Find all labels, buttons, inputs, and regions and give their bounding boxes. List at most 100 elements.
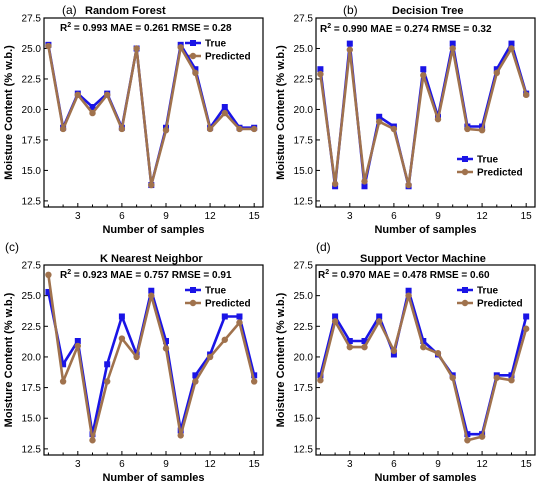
data-point	[346, 338, 353, 344]
x-tick-label: 6	[391, 459, 397, 470]
data-point	[236, 319, 243, 326]
y-tick-label: 27.5	[294, 261, 314, 272]
chart-panel-2: 12.5 15.0 17.5 20.0 22.5 25.0 27.5 3 6 9 12 15 Numbe…	[275, 3, 536, 236]
x-tick-label: 3	[75, 459, 81, 470]
data-point	[45, 271, 52, 279]
panel-title: Random Forest	[85, 5, 166, 17]
data-point	[508, 377, 515, 384]
y-tick-label: 25.0	[294, 44, 314, 55]
panel-title: Support Vector Machine	[360, 253, 486, 265]
series-line	[319, 294, 528, 442]
data-point	[221, 313, 228, 320]
data-point	[177, 432, 184, 439]
data-point	[45, 288, 52, 295]
y-tick-label: 12.5	[294, 444, 314, 455]
data-point	[104, 378, 111, 385]
x-tick-label: 9	[435, 211, 441, 222]
data-point	[148, 287, 155, 294]
data-point	[148, 181, 155, 189]
x-axis-title: Number of samples	[102, 224, 204, 236]
y-tick-label: 15.0	[294, 166, 314, 177]
data-point	[59, 125, 67, 133]
data-point	[162, 345, 170, 352]
data-point	[133, 353, 140, 361]
data-point	[192, 378, 199, 385]
data-point	[376, 313, 383, 320]
data-point	[118, 125, 126, 133]
data-point	[89, 437, 96, 444]
data-point	[522, 91, 530, 99]
chart-panel-3: 12.5 15.0 17.5 20.0 22.5 25.0 27.5 3 6 9 12 15 Numbe…	[3, 240, 264, 481]
data-point	[221, 336, 228, 343]
legend-marker	[190, 287, 196, 293]
data-point	[148, 292, 155, 299]
data-point	[508, 372, 515, 379]
y-axis-title: Moisture Content (% w.b.)	[3, 292, 15, 427]
data-point	[74, 91, 82, 99]
data-point	[236, 313, 243, 320]
data-point	[420, 343, 427, 351]
legend-marker	[461, 168, 469, 176]
y-tick-label: 15.0	[22, 166, 42, 177]
data-point	[192, 69, 199, 77]
panel-letter: (d)	[316, 240, 331, 254]
data-point	[206, 125, 214, 133]
data-point	[390, 347, 398, 355]
data-point	[250, 378, 258, 385]
y-tick-label: 12.5	[22, 444, 42, 455]
y-tick-label: 25.0	[22, 44, 42, 55]
legend-label: Predicted	[477, 168, 523, 179]
data-point	[89, 109, 96, 117]
legend-marker	[189, 52, 197, 60]
data-point	[493, 69, 500, 77]
legend-label: True	[477, 155, 499, 166]
data-point	[361, 178, 368, 185]
panel-letter: (b)	[343, 3, 358, 17]
y-tick-label: 22.5	[22, 322, 42, 333]
x-tick-label: 15	[521, 459, 533, 470]
y-tick-label: 17.5	[22, 135, 42, 146]
data-point	[250, 125, 258, 133]
chart-panel-1: 12.5 15.0 17.5 20.0 22.5 25.0 27.5 3 6 9 12 15 Numbe…	[3, 3, 264, 236]
y-tick-label: 17.5	[294, 383, 314, 394]
data-point	[45, 42, 52, 50]
data-point	[133, 45, 140, 52]
data-point	[317, 70, 324, 78]
panel-title: K Nearest Neighbor	[100, 253, 203, 265]
data-point	[331, 318, 339, 325]
x-tick-label: 9	[163, 211, 169, 222]
data-point	[361, 183, 368, 190]
data-point	[464, 431, 471, 438]
data-point	[346, 343, 354, 351]
panel-letter: (c)	[5, 240, 19, 254]
data-point	[508, 40, 515, 47]
data-point	[332, 313, 339, 320]
data-point	[405, 287, 412, 294]
y-axis-title: Moisture Content (% w.b.)	[275, 45, 287, 180]
y-tick-label: 25.0	[294, 291, 314, 302]
data-point	[89, 104, 96, 111]
data-point	[478, 433, 486, 440]
data-point	[449, 45, 456, 52]
y-tick-label: 22.5	[294, 322, 314, 333]
metrics-text: R2 = 0.993 MAE = 0.261 RMSE = 0.28	[60, 22, 232, 34]
x-axis-title: Number of samples	[374, 224, 476, 236]
y-tick-label: 25.0	[22, 291, 42, 302]
x-tick-label: 12	[205, 211, 217, 222]
y-tick-label: 22.5	[294, 74, 314, 85]
x-tick-label: 6	[391, 211, 397, 222]
y-tick-label: 15.0	[22, 414, 42, 425]
data-point	[508, 45, 515, 52]
data-point	[522, 325, 530, 332]
legend-marker	[461, 299, 469, 307]
data-point	[420, 338, 427, 344]
data-point	[390, 351, 397, 358]
data-point	[74, 338, 81, 344]
data-point	[206, 353, 214, 361]
data-point	[236, 125, 243, 133]
data-point	[59, 378, 67, 385]
y-tick-label: 27.5	[294, 14, 314, 25]
panel-letter: (a)	[62, 3, 77, 17]
y-tick-label: 17.5	[294, 135, 314, 146]
y-tick-label: 12.5	[22, 196, 42, 207]
